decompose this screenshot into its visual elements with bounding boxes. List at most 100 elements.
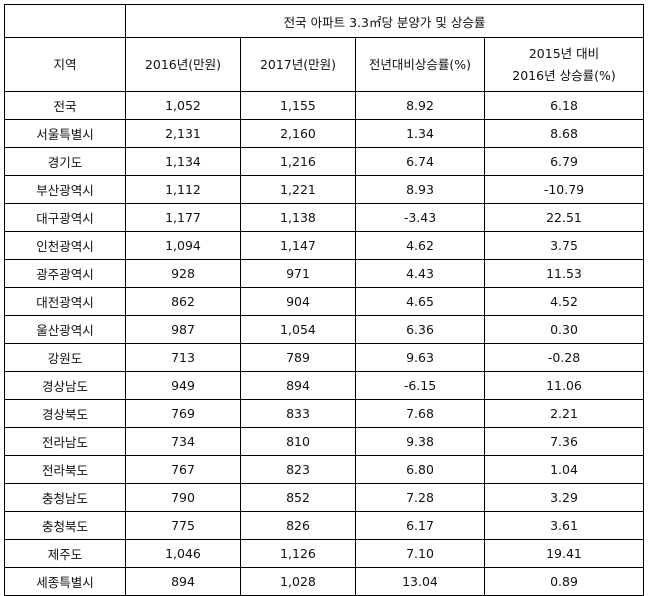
- cell-rate-2016: 3.75: [484, 231, 644, 260]
- cell-region: 경기도: [4, 147, 126, 176]
- column-header-row: 지역 2016년(만원) 2017년(만원) 전년대비상승률(%) 2015년 …: [4, 37, 644, 92]
- cell-rate-2016: -10.79: [484, 175, 644, 204]
- cell-price-2016: 928: [125, 259, 241, 288]
- cell-rate-2016: 0.89: [484, 567, 644, 596]
- cell-rate-2016: 4.52: [484, 287, 644, 316]
- cell-price-2017: 2,160: [240, 119, 356, 148]
- cell-region: 대구광역시: [4, 203, 126, 232]
- table-row: 울산광역시 987 1,054 6.36 0.30: [4, 315, 644, 344]
- apartment-price-table: 전국 아파트 3.3㎡당 분양가 및 상승률 지역 2016년(만원) 2017…: [4, 4, 644, 596]
- cell-yoy-rate: 6.80: [355, 455, 485, 484]
- cell-yoy-rate: -3.43: [355, 203, 485, 232]
- cell-region: 세종특별시: [4, 567, 126, 596]
- cell-region: 충청북도: [4, 511, 126, 540]
- cell-yoy-rate: 4.62: [355, 231, 485, 260]
- cell-price-2016: 1,052: [125, 91, 241, 120]
- table-row: 강원도 713 789 9.63 -0.28: [4, 343, 644, 372]
- cell-price-2016: 790: [125, 483, 241, 512]
- cell-region: 강원도: [4, 343, 126, 372]
- cell-region: 경상남도: [4, 371, 126, 400]
- cell-yoy-rate: 8.92: [355, 91, 485, 120]
- cell-rate-2016: 1.04: [484, 455, 644, 484]
- super-header-row: 전국 아파트 3.3㎡당 분양가 및 상승률: [4, 4, 644, 38]
- table-row: 인천광역시 1,094 1,147 4.62 3.75: [4, 231, 644, 260]
- cell-price-2017: 1,221: [240, 175, 356, 204]
- table-row: 제주도 1,046 1,126 7.10 19.41: [4, 539, 644, 568]
- table-row: 서울특별시 2,131 2,160 1.34 8.68: [4, 119, 644, 148]
- table-row: 대전광역시 862 904 4.65 4.52: [4, 287, 644, 316]
- cell-price-2016: 1,046: [125, 539, 241, 568]
- cell-price-2017: 971: [240, 259, 356, 288]
- cell-price-2017: 852: [240, 483, 356, 512]
- table-row: 광주광역시 928 971 4.43 11.53: [4, 259, 644, 288]
- table-row: 대구광역시 1,177 1,138 -3.43 22.51: [4, 203, 644, 232]
- cell-price-2016: 767: [125, 455, 241, 484]
- super-header-cell: 전국 아파트 3.3㎡당 분양가 및 상승률: [125, 4, 644, 38]
- cell-yoy-rate: 9.63: [355, 343, 485, 372]
- cell-price-2016: 894: [125, 567, 241, 596]
- cell-region: 제주도: [4, 539, 126, 568]
- cell-price-2016: 769: [125, 399, 241, 428]
- cell-rate-2016: 3.29: [484, 483, 644, 512]
- cell-rate-2016: 6.79: [484, 147, 644, 176]
- table-row: 충청남도 790 852 7.28 3.29: [4, 483, 644, 512]
- cell-rate-2016: 0.30: [484, 315, 644, 344]
- header-rate-2016-line2: 2016년 상승률(%): [512, 67, 616, 83]
- header-rate-2016-line1: 2015년 대비: [528, 45, 600, 61]
- cell-region: 전라남도: [4, 427, 126, 456]
- header-yoy-rate: 전년대비상승률(%): [355, 37, 485, 92]
- cell-yoy-rate: 7.10: [355, 539, 485, 568]
- cell-yoy-rate: 1.34: [355, 119, 485, 148]
- cell-price-2017: 833: [240, 399, 356, 428]
- cell-price-2017: 826: [240, 511, 356, 540]
- cell-rate-2016: 19.41: [484, 539, 644, 568]
- cell-region: 충청남도: [4, 483, 126, 512]
- cell-price-2017: 1,028: [240, 567, 356, 596]
- cell-price-2016: 862: [125, 287, 241, 316]
- cell-region: 전국: [4, 91, 126, 120]
- cell-price-2016: 2,131: [125, 119, 241, 148]
- cell-yoy-rate: 13.04: [355, 567, 485, 596]
- cell-region: 전라북도: [4, 455, 126, 484]
- cell-yoy-rate: 6.17: [355, 511, 485, 540]
- cell-rate-2016: -0.28: [484, 343, 644, 372]
- cell-price-2016: 987: [125, 315, 241, 344]
- cell-price-2016: 1,177: [125, 203, 241, 232]
- cell-price-2016: 713: [125, 343, 241, 372]
- cell-region: 부산광역시: [4, 175, 126, 204]
- cell-region: 경상북도: [4, 399, 126, 428]
- cell-price-2017: 1,126: [240, 539, 356, 568]
- cell-yoy-rate: 6.36: [355, 315, 485, 344]
- table-row: 전라남도 734 810 9.38 7.36: [4, 427, 644, 456]
- cell-yoy-rate: 7.68: [355, 399, 485, 428]
- cell-region: 서울특별시: [4, 119, 126, 148]
- cell-rate-2016: 2.21: [484, 399, 644, 428]
- cell-price-2016: 1,094: [125, 231, 241, 260]
- table-row: 전국 1,052 1,155 8.92 6.18: [4, 91, 644, 120]
- cell-rate-2016: 11.06: [484, 371, 644, 400]
- cell-yoy-rate: 4.43: [355, 259, 485, 288]
- cell-price-2016: 1,134: [125, 147, 241, 176]
- cell-region: 인천광역시: [4, 231, 126, 260]
- cell-price-2016: 949: [125, 371, 241, 400]
- cell-rate-2016: 11.53: [484, 259, 644, 288]
- cell-price-2017: 1,054: [240, 315, 356, 344]
- table-row: 경상북도 769 833 7.68 2.21: [4, 399, 644, 428]
- cell-price-2016: 775: [125, 511, 241, 540]
- cell-price-2017: 789: [240, 343, 356, 372]
- cell-yoy-rate: 8.93: [355, 175, 485, 204]
- cell-region: 울산광역시: [4, 315, 126, 344]
- cell-yoy-rate: 9.38: [355, 427, 485, 456]
- cell-price-2017: 1,138: [240, 203, 356, 232]
- header-region: 지역: [4, 37, 126, 92]
- cell-price-2017: 894: [240, 371, 356, 400]
- table-row: 충청북도 775 826 6.17 3.61: [4, 511, 644, 540]
- cell-price-2017: 810: [240, 427, 356, 456]
- table-row: 경상남도 949 894 -6.15 11.06: [4, 371, 644, 400]
- cell-yoy-rate: -6.15: [355, 371, 485, 400]
- cell-price-2017: 823: [240, 455, 356, 484]
- cell-region: 대전광역시: [4, 287, 126, 316]
- cell-price-2017: 904: [240, 287, 356, 316]
- cell-rate-2016: 7.36: [484, 427, 644, 456]
- cell-yoy-rate: 7.28: [355, 483, 485, 512]
